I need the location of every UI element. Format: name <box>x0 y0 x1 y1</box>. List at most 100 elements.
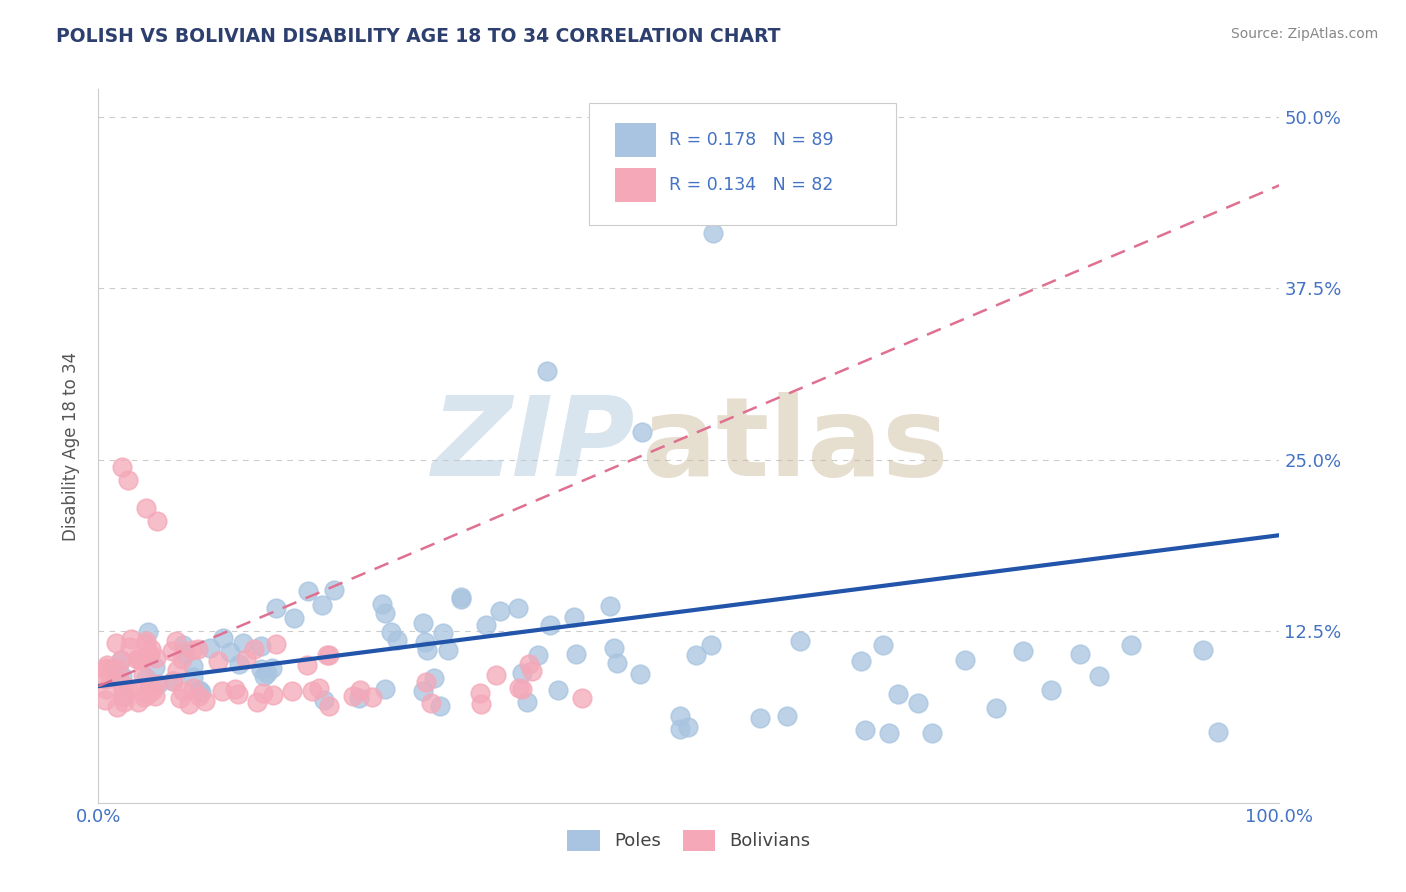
Point <box>517 657 540 671</box>
Point <box>235 652 257 666</box>
Point <box>516 695 538 709</box>
Point <box>485 668 508 682</box>
FancyBboxPatch shape <box>589 103 896 225</box>
Point <box>127 695 149 709</box>
Point <box>436 642 458 657</box>
Point <box>160 643 183 657</box>
Point <box>669 723 692 737</box>
Point <box>429 698 451 713</box>
Point <box>260 661 283 675</box>
Point <box>630 425 652 440</box>
Point <box>181 681 204 695</box>
Point <box>349 682 371 697</box>
Point <box>211 683 233 698</box>
Point <box>1012 644 1035 658</box>
Point <box>264 600 287 615</box>
Point <box>166 663 188 677</box>
Point <box>1040 683 1063 698</box>
Point <box>198 640 221 655</box>
Point <box>571 691 593 706</box>
Point <box>253 669 276 683</box>
Point <box>211 631 233 645</box>
Text: ZIP: ZIP <box>432 392 636 500</box>
Point <box>342 689 364 703</box>
Text: R = 0.178   N = 89: R = 0.178 N = 89 <box>669 131 834 149</box>
Point <box>301 684 323 698</box>
Point <box>94 693 117 707</box>
Point <box>105 699 128 714</box>
Point <box>256 665 278 680</box>
Point <box>181 670 204 684</box>
Point <box>143 660 166 674</box>
Point <box>127 683 149 698</box>
Point <box>181 659 204 673</box>
Point <box>117 681 139 695</box>
Y-axis label: Disability Age 18 to 34: Disability Age 18 to 34 <box>62 351 80 541</box>
Point <box>599 599 621 614</box>
Point <box>1069 648 1091 662</box>
Point <box>111 459 134 474</box>
Point <box>111 689 134 703</box>
Text: Source: ZipAtlas.com: Source: ZipAtlas.com <box>1230 27 1378 41</box>
Point <box>188 690 211 704</box>
Point <box>489 604 512 618</box>
Point <box>162 673 184 688</box>
Point <box>323 583 346 598</box>
Point <box>96 682 118 697</box>
Point <box>110 652 132 666</box>
Point <box>510 682 533 697</box>
Point <box>97 661 120 675</box>
Point <box>921 726 943 740</box>
Point <box>312 693 335 707</box>
Text: POLISH VS BOLIVIAN DISABILITY AGE 18 TO 34 CORRELATION CHART: POLISH VS BOLIVIAN DISABILITY AGE 18 TO … <box>56 27 780 45</box>
Point <box>129 653 152 667</box>
Point <box>249 663 271 677</box>
Point <box>135 634 157 648</box>
Point <box>316 648 339 663</box>
Point <box>162 674 184 689</box>
Point <box>415 675 437 690</box>
Point <box>169 691 191 706</box>
Point <box>264 637 287 651</box>
Legend: Poles, Bolivians: Poles, Bolivians <box>560 822 818 858</box>
Point <box>606 656 628 670</box>
Point <box>134 671 156 685</box>
Point <box>311 599 333 613</box>
Point <box>412 684 434 698</box>
Point <box>450 591 472 606</box>
Point <box>97 666 120 681</box>
Point <box>165 633 187 648</box>
Point <box>628 666 651 681</box>
Point <box>1206 725 1229 739</box>
Point <box>135 500 157 515</box>
Point <box>676 720 699 734</box>
Point <box>877 726 900 740</box>
Point <box>749 711 772 725</box>
Point <box>776 709 799 723</box>
Point <box>243 642 266 657</box>
Point <box>111 669 134 683</box>
Point <box>104 636 127 650</box>
Point <box>506 601 529 615</box>
Point <box>145 651 167 665</box>
Point <box>520 664 543 678</box>
Point <box>177 698 200 712</box>
Point <box>94 661 117 675</box>
Point <box>547 683 569 698</box>
Point <box>228 657 250 671</box>
Point <box>232 636 254 650</box>
Point <box>412 616 434 631</box>
Point <box>218 645 240 659</box>
Point <box>94 672 117 686</box>
Point <box>907 696 929 710</box>
Point <box>986 701 1008 715</box>
Point <box>143 690 166 704</box>
Point <box>142 683 165 698</box>
Point <box>308 681 330 695</box>
Point <box>420 697 443 711</box>
Point <box>187 641 209 656</box>
Point <box>538 618 561 632</box>
Point <box>603 640 626 655</box>
Point <box>226 687 249 701</box>
Point <box>190 685 212 699</box>
